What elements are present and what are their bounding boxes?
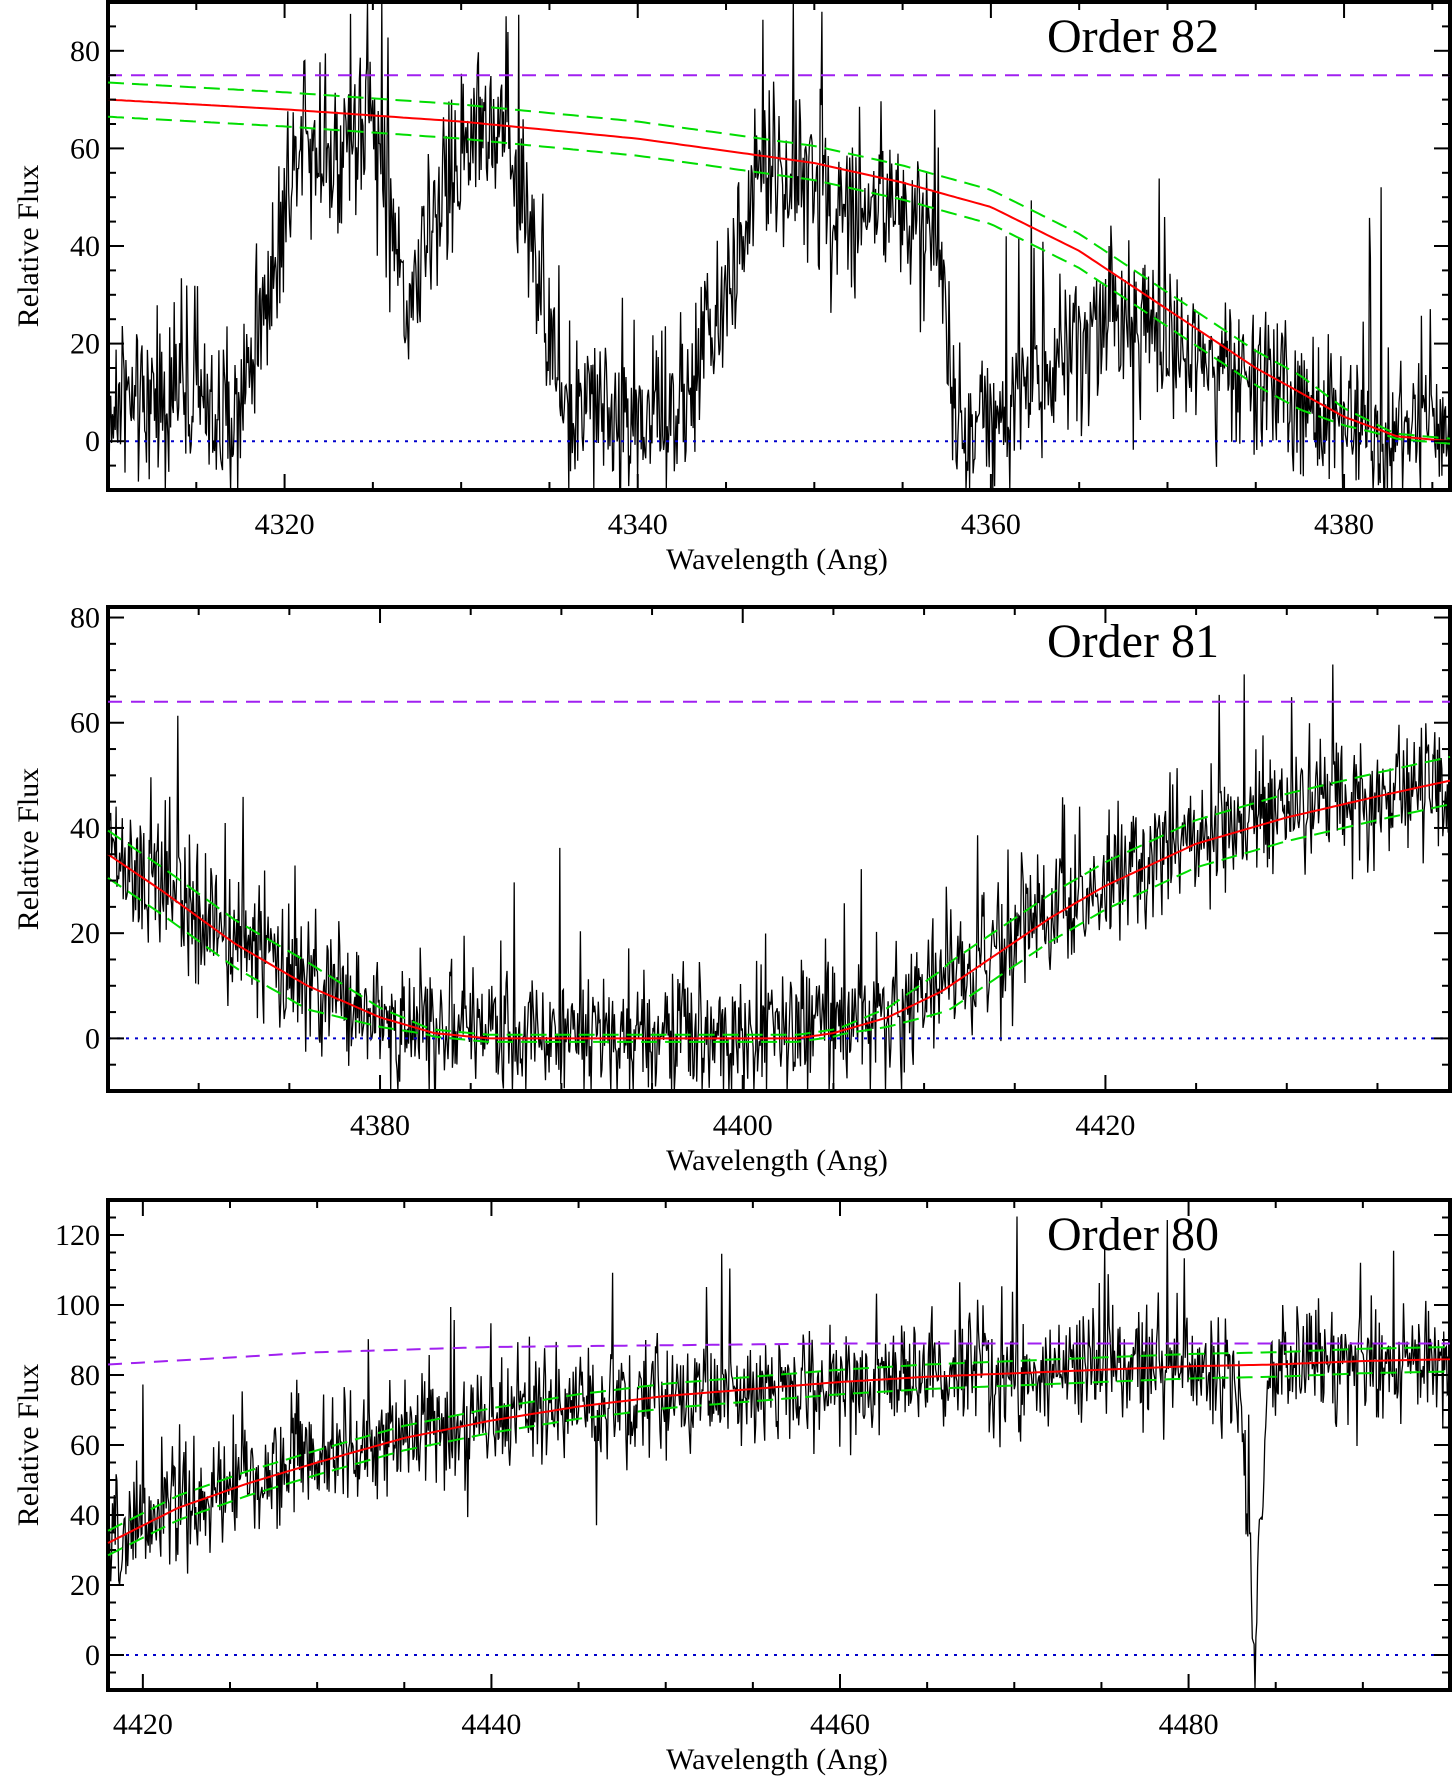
panel-order-82: 4320 4340 4360 4380 0 20 40 60 80 Order 82 Wavel… — [12, 0, 1452, 576]
y-tick-label: 0 — [85, 1022, 100, 1055]
y-axis-title: Relative Flux — [12, 1364, 45, 1526]
y-axis-title: Relative Flux — [12, 165, 45, 327]
fit-line — [107, 98, 1451, 443]
y-tick-label: 80 — [70, 1359, 100, 1392]
y-tick-label: 60 — [70, 707, 100, 740]
y-tick-label: 0 — [85, 425, 100, 458]
y-tick-label: 40 — [70, 812, 100, 845]
fit-lower-bound-line — [107, 1370, 1451, 1557]
spectrum-line — [107, 1, 1451, 491]
order-label: Order 80 — [1047, 1208, 1219, 1261]
fit-lower-bound-line — [107, 115, 1451, 445]
axis-ticks: 4420 4440 4460 4480 0 20 40 60 80 100 120 — [55, 1199, 1451, 1741]
x-tick-label: 4360 — [961, 508, 1021, 541]
upper-level-line — [107, 1342, 1450, 1366]
order-label: Order 82 — [1047, 10, 1219, 63]
y-tick-label: 20 — [70, 1569, 100, 1602]
y-tick-label: 100 — [55, 1289, 100, 1322]
axis-ticks: 4380 4400 4420 0 20 40 60 80 — [70, 602, 1450, 1142]
plot-traces — [107, 664, 1451, 1092]
fit-upper-bound-line — [107, 1346, 1451, 1532]
y-tick-label: 20 — [70, 328, 100, 361]
fit-upper-bound-line — [107, 755, 1451, 1036]
y-axis-title: Relative Flux — [12, 768, 45, 930]
x-tick-label: 4460 — [810, 1708, 870, 1741]
y-tick-label: 0 — [85, 1639, 100, 1672]
plot-traces — [107, 1, 1451, 491]
x-axis-title: Wavelength (Ang) — [666, 1743, 888, 1776]
panel-order-80: 4420 4440 4460 4480 0 20 40 60 80 100 120 Order 80… — [12, 1198, 1452, 1776]
x-tick-label: 4440 — [461, 1708, 521, 1741]
x-axis-title: Wavelength (Ang) — [666, 543, 888, 576]
x-tick-label: 4400 — [713, 1109, 773, 1142]
fit-line — [107, 779, 1451, 1040]
x-axis-title: Wavelength (Ang) — [666, 1144, 888, 1177]
plot-traces — [107, 1216, 1451, 1691]
x-tick-label: 4420 — [113, 1708, 173, 1741]
x-tick-label: 4340 — [608, 508, 668, 541]
fit-upper-bound-line — [107, 81, 1451, 440]
order-label: Order 81 — [1047, 615, 1219, 668]
x-tick-label: 4480 — [1159, 1708, 1219, 1741]
y-tick-label: 40 — [70, 230, 100, 263]
x-tick-label: 4380 — [350, 1109, 410, 1142]
axis-ticks: 4320 4340 4360 4380 0 20 40 60 80 — [70, 1, 1450, 541]
spectrum-line — [107, 664, 1451, 1092]
fit-lower-bound-line — [107, 803, 1451, 1043]
x-tick-label: 4420 — [1075, 1109, 1135, 1142]
y-tick-label: 60 — [70, 132, 100, 165]
x-tick-label: 4320 — [255, 508, 315, 541]
y-tick-label: 80 — [70, 35, 100, 68]
y-tick-label: 80 — [70, 602, 100, 635]
panel-order-81: 4380 4400 4420 0 20 40 60 80 Order 81 Wavelengt… — [12, 602, 1452, 1177]
y-tick-label: 20 — [70, 917, 100, 950]
fit-line — [107, 1358, 1450, 1544]
y-tick-label: 40 — [70, 1499, 100, 1532]
y-tick-label: 120 — [55, 1219, 100, 1252]
x-tick-label: 4380 — [1314, 508, 1374, 541]
y-tick-label: 60 — [70, 1429, 100, 1462]
